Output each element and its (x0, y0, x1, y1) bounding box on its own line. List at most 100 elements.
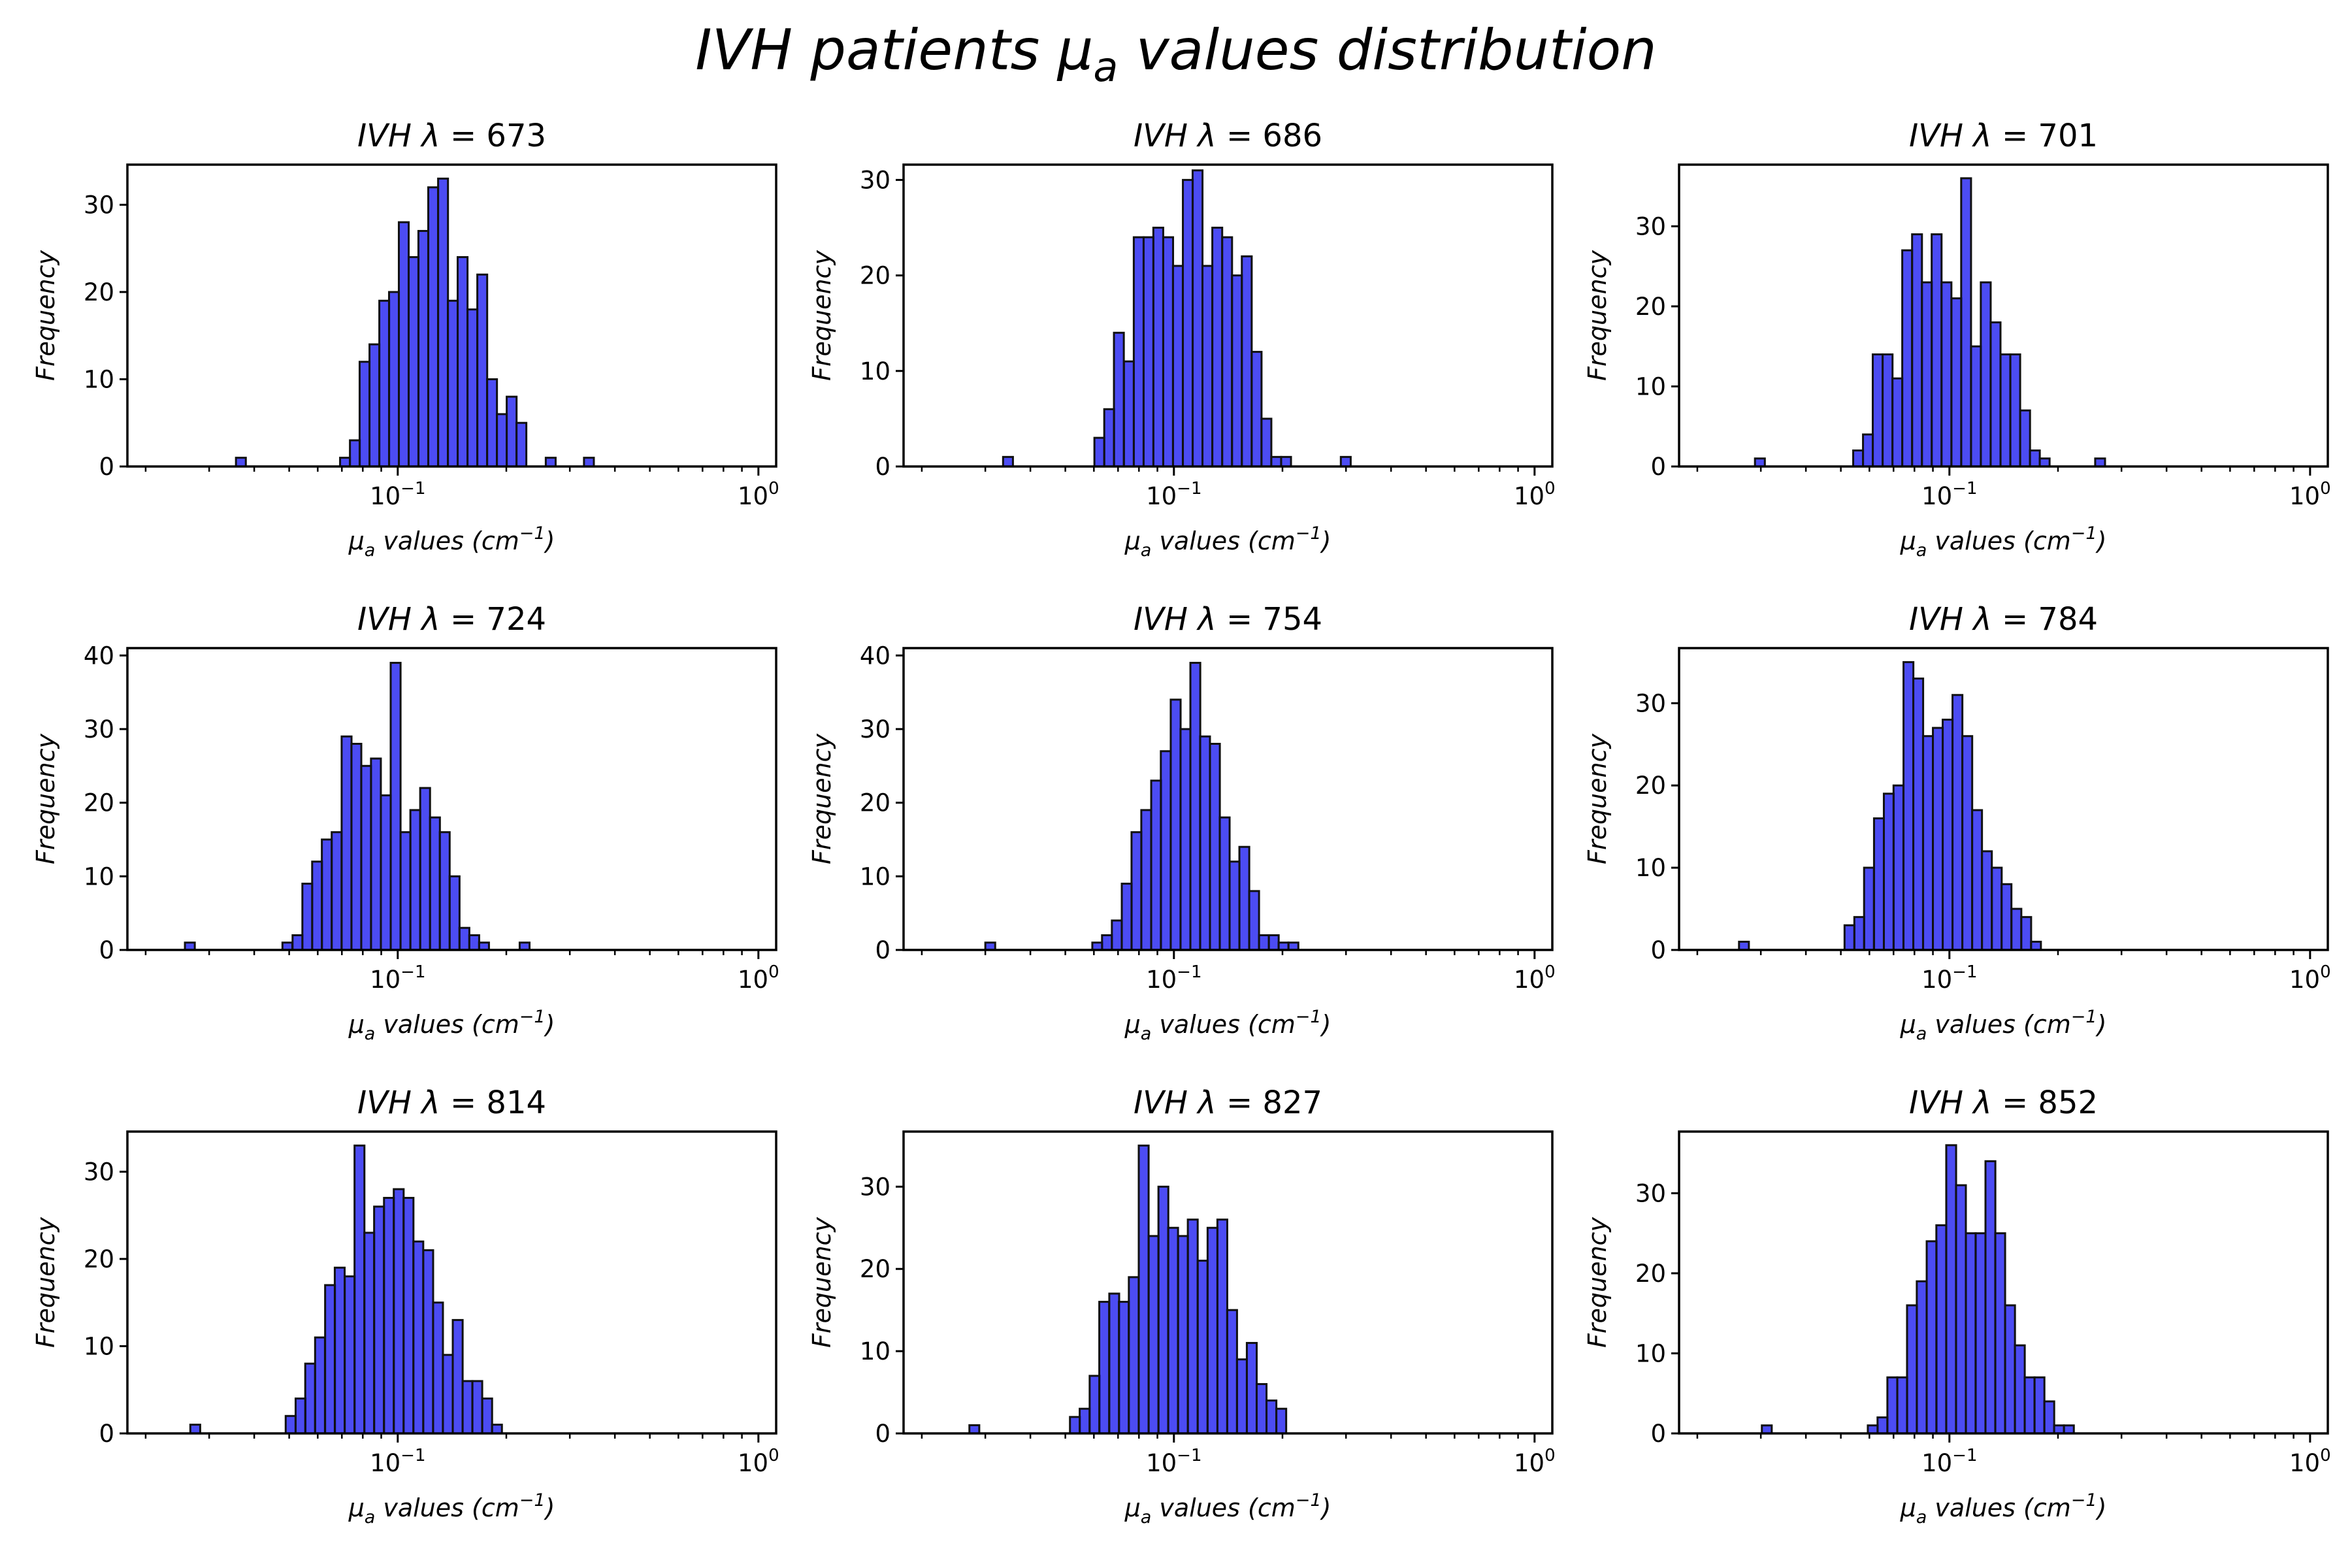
xlabel-sub: a (1141, 540, 1152, 561)
histogram-bar (1169, 698, 1182, 951)
histogram-bar (468, 934, 480, 951)
histogram-bar (1882, 792, 1895, 951)
histogram-bar (407, 256, 420, 468)
title-value: = 814 (440, 1085, 546, 1121)
histogram-bar (1120, 883, 1133, 951)
histogram-bar (380, 794, 392, 951)
x-tick-exponent: 0 (1544, 1446, 1556, 1465)
histogram-bar (1101, 934, 1113, 951)
y-tick-label: 10 (860, 1337, 890, 1365)
histogram-bar (1167, 1226, 1179, 1435)
xlabel-sub: a (1916, 1507, 1927, 1527)
histogram-bar (1118, 1301, 1130, 1435)
title-prefix: IVH λ (1909, 601, 1992, 638)
histogram-bar (419, 787, 431, 951)
xlabel-sub: a (1916, 1024, 1927, 1044)
histogram-bar (457, 256, 469, 468)
histogram-bar (1201, 265, 1214, 468)
xlabel-mu: μ (348, 527, 365, 555)
xlabel-text: values (cm (1927, 1010, 2071, 1039)
x-tick-exponent: −1 (1952, 962, 1977, 982)
histogram-bar (1241, 255, 1253, 468)
y-tick-label: 0 (99, 1420, 114, 1448)
histogram-bar (1916, 1280, 1928, 1435)
x-tick-label: 10−1 (1921, 962, 1977, 994)
y-tick-label: 20 (1635, 772, 1666, 800)
histogram-bar (1891, 377, 1904, 468)
histogram-bar (1960, 177, 1972, 468)
histogram-bar (1196, 1260, 1209, 1435)
histogram-bar (1935, 1224, 1948, 1435)
y-tick-label: 10 (860, 862, 890, 890)
histogram-bar (397, 221, 410, 468)
y-axis-label: Frequency (1583, 250, 1612, 381)
y-tick-label: 30 (84, 191, 114, 219)
histogram-bar (1245, 1342, 1258, 1435)
y-tick-label: 30 (1635, 689, 1666, 717)
title-prefix: IVH λ (1134, 1085, 1217, 1121)
histogram-bar (2033, 1376, 2046, 1435)
xlabel-sub: a (365, 1507, 376, 1527)
histogram-bar (481, 1397, 493, 1435)
xlabel-mu: μ (348, 1010, 365, 1039)
histogram-bar (1925, 1240, 1938, 1435)
x-tick-base: 10 (1921, 966, 1952, 994)
x-tick-label: 10−1 (1146, 1446, 1201, 1477)
xlabel-end: ) (2095, 1494, 2107, 1522)
histogram-bar (1069, 1416, 1081, 1435)
y-tick-label: 10 (1635, 1339, 1666, 1367)
title-prefix: IVH λ (357, 1085, 440, 1121)
x-tick-base: 10 (370, 966, 400, 994)
histogram-bar (402, 1196, 415, 1435)
histogram-bar (378, 299, 391, 468)
histogram-bar (2030, 940, 2042, 951)
histogram-bar (1981, 850, 1993, 951)
histogram-bar (1171, 265, 1184, 468)
xlabel-exp: −1 (1296, 523, 1322, 544)
histogram-bar (360, 764, 372, 951)
histogram-bar (1189, 662, 1201, 951)
histogram-bar (1235, 1358, 1248, 1435)
xlabel-text: values (cm (375, 1010, 519, 1039)
histogram-bar (339, 457, 351, 468)
histogram-bar (1738, 940, 1750, 951)
histogram-bar (1912, 678, 1925, 951)
xlabel-exp: −1 (2071, 523, 2097, 544)
xlabel-sub: a (1141, 1024, 1152, 1044)
histogram-bar (301, 883, 314, 951)
histogram-bar (1142, 236, 1154, 468)
x-tick-exponent: −1 (1177, 962, 1201, 982)
x-tick-base: 10 (738, 966, 768, 994)
x-tick-base: 10 (370, 482, 400, 510)
xlabel-mu: μ (1124, 1494, 1141, 1522)
y-tick-label: 0 (1650, 936, 1666, 964)
histogram-bar (1182, 178, 1194, 468)
histogram-bar (1892, 784, 1904, 951)
histogram-bar (1191, 169, 1204, 468)
panel-title: IVH λ = 754 (1134, 601, 1322, 638)
xlabel-end: ) (544, 527, 555, 555)
y-axis-label: Frequency (808, 1217, 836, 1348)
title-prefix: IVH λ (1134, 118, 1217, 154)
histogram-bar (1221, 236, 1233, 468)
xlabel-mu: μ (1900, 1010, 1916, 1039)
x-tick-label: 100 (738, 1446, 779, 1477)
histogram-bar (304, 1362, 316, 1435)
histogram-bar (1989, 321, 2002, 468)
y-tick-label: 20 (84, 278, 114, 306)
histogram-bar (471, 1380, 483, 1435)
histogram-bar (333, 1266, 346, 1435)
y-tick-label: 0 (1650, 1420, 1666, 1448)
x-tick-exponent: −1 (1952, 479, 1977, 498)
x-tick-label: 10−1 (1921, 479, 1977, 510)
x-axis-label: μa values (cm−1) (348, 523, 555, 561)
histogram-bar (1955, 1184, 1967, 1435)
x-tick-exponent: 0 (2320, 1446, 2331, 1465)
histogram-bar (1965, 1232, 1977, 1435)
histogram-bar (1280, 455, 1292, 468)
